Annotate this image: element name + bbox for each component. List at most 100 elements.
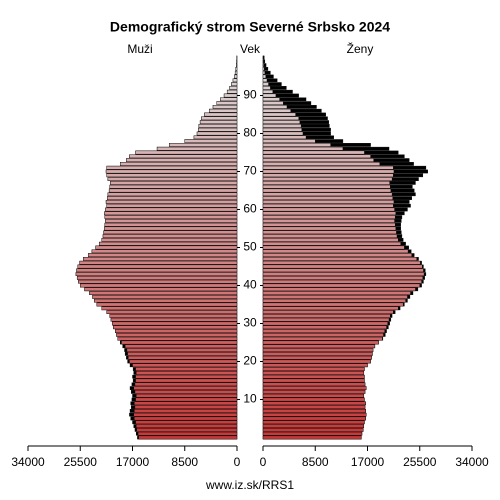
bar-common-part — [110, 181, 238, 185]
bar-common-part — [92, 295, 238, 299]
bar-common-part — [262, 325, 387, 330]
bar-common-part — [262, 188, 392, 193]
x-tick-label: 34000 — [455, 455, 489, 469]
bar-common-part — [262, 196, 393, 200]
bar-common-part — [134, 390, 238, 394]
bar-common-part — [262, 158, 374, 162]
x-tick-label: 8500 — [171, 455, 198, 469]
bar-common-part — [199, 120, 238, 124]
bar-common-part — [129, 154, 238, 159]
bar-common-part — [262, 405, 366, 409]
age-tick-label: 20 — [243, 354, 257, 368]
bar-common-part — [120, 162, 238, 166]
bar-common-part — [109, 184, 238, 189]
age-tick-label: 50 — [243, 240, 257, 254]
bar-common-part — [106, 173, 238, 178]
bar-common-part — [262, 374, 365, 379]
bar-common-part — [102, 234, 238, 238]
bar-common-part — [262, 298, 406, 303]
bar-common-part — [135, 378, 238, 383]
bar-common-part — [262, 291, 411, 295]
bar-common-part — [262, 89, 274, 94]
bar-common-part — [262, 287, 416, 292]
center-label: Vek — [240, 42, 261, 56]
bar-common-part — [198, 127, 238, 132]
bar-common-part — [262, 184, 391, 189]
x-tick-label: 17000 — [116, 455, 150, 469]
bar-common-part — [262, 355, 373, 360]
bar-common-part — [132, 363, 238, 368]
bar-common-part — [262, 382, 366, 387]
bar-common-part — [91, 249, 238, 254]
bar-common-part — [262, 226, 396, 231]
right-label: Ženy — [347, 41, 374, 56]
bar-common-part — [262, 200, 395, 204]
bar-common-part — [262, 363, 368, 368]
bar-common-part — [262, 173, 394, 178]
bar-common-part — [135, 393, 238, 398]
bar-common-part — [262, 268, 424, 273]
bar-common-part — [262, 302, 404, 307]
bar-common-part — [262, 310, 394, 314]
bar-common-part — [99, 241, 238, 246]
bar-common-part — [262, 283, 420, 288]
bar-common-part — [262, 333, 384, 337]
bar-common-part — [94, 298, 238, 303]
bar-common-part — [83, 257, 238, 261]
bar-common-part — [262, 249, 409, 254]
bar-common-part — [262, 162, 380, 166]
bar-common-part — [156, 146, 238, 151]
bar-common-part — [262, 348, 374, 352]
bar-common-part — [135, 374, 238, 379]
bar-common-part — [262, 340, 379, 345]
bar-common-part — [169, 143, 238, 147]
bar-common-part — [262, 127, 302, 132]
bar-common-part — [262, 397, 365, 402]
bar-common-part — [76, 276, 238, 280]
bar-common-part — [262, 150, 365, 155]
bar-common-part — [235, 67, 238, 71]
bar-common-part — [262, 409, 366, 413]
bar-common-part — [124, 344, 238, 349]
bar-common-part — [209, 108, 238, 113]
bar-common-part — [134, 382, 238, 387]
bar-common-part — [121, 340, 238, 345]
bar-common-part — [95, 245, 238, 250]
bar-common-part — [234, 74, 238, 79]
bar-common-part — [105, 219, 238, 223]
bar-common-part — [262, 378, 365, 383]
bar-common-part — [106, 203, 238, 208]
bar-common-part — [137, 431, 238, 436]
bar-common-part — [262, 234, 398, 238]
bar-common-part — [262, 371, 365, 375]
age-tick-label: 60 — [243, 202, 257, 216]
bar-common-part — [104, 215, 238, 219]
bar-common-part — [262, 219, 395, 223]
bar-common-part — [262, 70, 266, 75]
bar-common-part — [262, 143, 331, 147]
age-tick-label: 40 — [243, 278, 257, 292]
bar-common-part — [262, 146, 344, 151]
bar-common-part — [116, 333, 238, 337]
bar-common-part — [262, 105, 288, 109]
bar-common-part — [133, 412, 238, 417]
bar-common-part — [135, 424, 238, 428]
bar-common-part — [262, 329, 385, 333]
bar-common-part — [105, 169, 238, 174]
age-tick-label: 30 — [243, 316, 257, 330]
bar-common-part — [198, 124, 238, 128]
bar-common-part — [138, 435, 238, 440]
bar-common-part — [262, 82, 269, 86]
bar-common-part — [112, 321, 238, 326]
bar-common-part — [101, 306, 238, 311]
bar-common-part — [184, 139, 238, 143]
age-tick-label: 90 — [243, 88, 257, 102]
bar-common-part — [89, 291, 238, 295]
age-tick-label: 80 — [243, 126, 257, 140]
bar-common-part — [262, 367, 365, 371]
bar-common-part — [127, 352, 238, 356]
bar-common-part — [110, 317, 238, 322]
bar-common-part — [262, 306, 399, 311]
x-tick-label: 0 — [234, 455, 241, 469]
bar-common-part — [262, 321, 388, 326]
